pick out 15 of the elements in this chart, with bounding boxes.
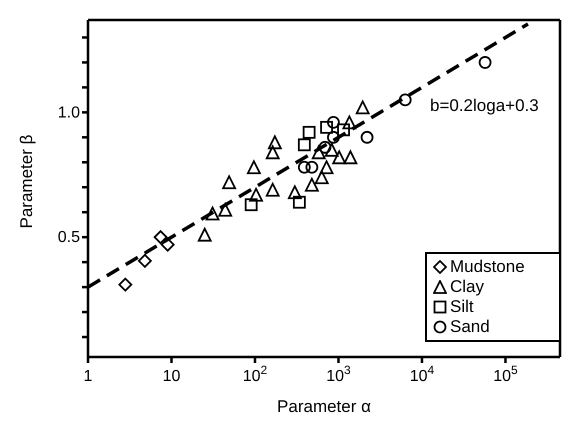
x-tick-label: 10$^{5}$	[493, 363, 518, 385]
x-axis-title: Parameter α	[277, 397, 372, 416]
legend-label: Mudstone	[450, 257, 525, 277]
annotation: b=0.2loga+0.3	[430, 96, 539, 116]
x-tick-label: 10$^{3}$	[326, 363, 352, 385]
x-tick-label: 1	[84, 368, 93, 385]
y-tick-label: 1.0	[58, 104, 80, 122]
legend-label: Clay	[450, 277, 484, 297]
x-tick-label: 10	[162, 368, 180, 385]
y-tick-label: 0.5	[58, 229, 80, 246]
legend-label: Silt	[450, 297, 474, 317]
x-tick-label: 10$^{4}$	[410, 363, 435, 385]
legend-label: Sand	[450, 317, 490, 337]
x-tick-label: 10$^{2}$	[242, 363, 268, 385]
y-axis-title: Parameter β	[17, 134, 36, 228]
